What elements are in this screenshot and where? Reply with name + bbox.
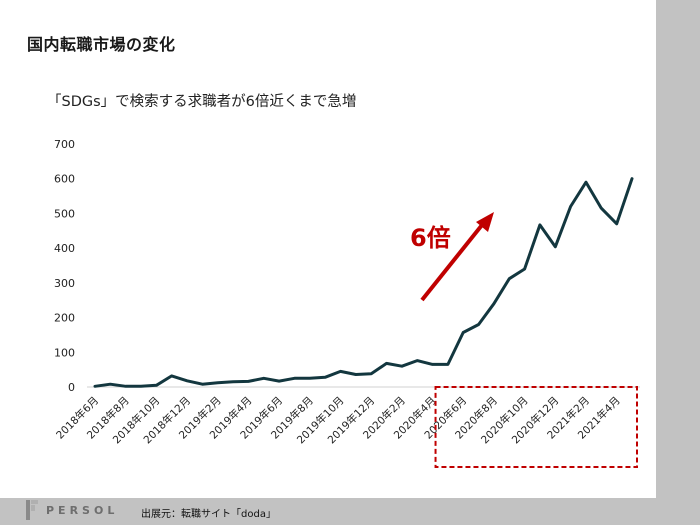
- chart-subtitle: 「SDGs」で検索する求職者が6倍近くまで急増: [47, 94, 357, 110]
- y-tick-label: 700: [54, 138, 75, 151]
- series-line: [93, 177, 634, 388]
- highlight-box: [434, 386, 638, 468]
- y-tick-label: 200: [54, 312, 75, 325]
- source-note: 出展元：転職サイト「doda」: [141, 509, 276, 520]
- y-tick-label: 0: [68, 381, 75, 394]
- persol-logo-icon: [26, 500, 38, 520]
- y-tick-label: 100: [54, 346, 75, 359]
- slide-title: 国内転職市場の変化: [27, 35, 176, 54]
- y-tick-label: 500: [54, 207, 75, 220]
- y-tick-label: 300: [54, 277, 75, 290]
- persol-logo: PERSOL: [26, 500, 118, 520]
- growth-arrow: [420, 223, 484, 302]
- y-tick-label: 400: [54, 242, 75, 255]
- logo-text: PERSOL: [46, 503, 119, 517]
- slide: 国内転職市場の変化 「SDGs」で検索する求職者が6倍近くまで急増: [0, 0, 656, 498]
- annotation-label: 6倍: [410, 224, 451, 252]
- y-tick-label: 600: [54, 173, 75, 186]
- growth-arrow-head: [476, 212, 494, 232]
